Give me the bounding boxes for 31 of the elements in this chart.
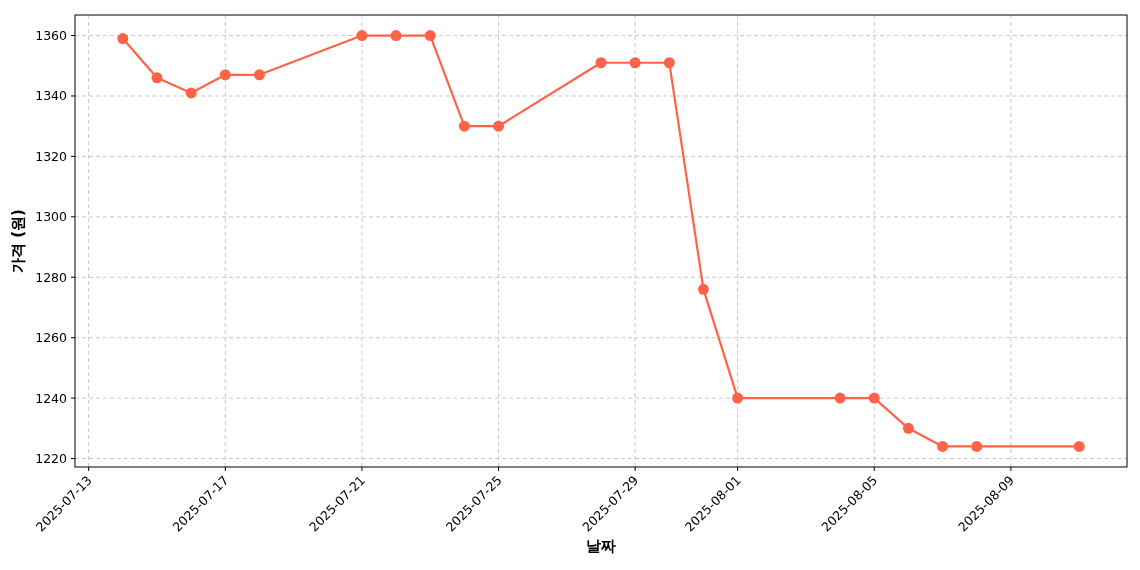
point [732,392,744,404]
point [493,120,505,132]
y-tick-label: 1360 [35,28,68,44]
point [151,72,163,84]
point [971,440,983,452]
y-tick-label: 1260 [35,330,68,346]
y-tick-label: 1320 [35,148,68,164]
y-tick-label: 1340 [35,88,68,104]
y-tick-label: 1220 [35,451,68,467]
x-axis-title: 날짜 [586,537,616,555]
point [390,30,402,42]
point [629,57,641,69]
point [902,422,914,434]
y-axis-title: 가격 (원) [9,209,27,273]
point [595,57,607,69]
point [185,87,197,99]
point [868,392,880,404]
point [834,392,846,404]
point [117,33,129,45]
point [697,283,709,295]
y-tick-label: 1240 [35,390,68,406]
y-tick-label: 1300 [35,209,68,225]
point [219,69,231,81]
point [253,69,265,81]
point [424,30,436,42]
point [356,30,368,42]
point [1073,440,1085,452]
y-tick-label: 1280 [35,269,68,285]
point [937,440,949,452]
point [663,57,675,69]
point [458,120,470,132]
